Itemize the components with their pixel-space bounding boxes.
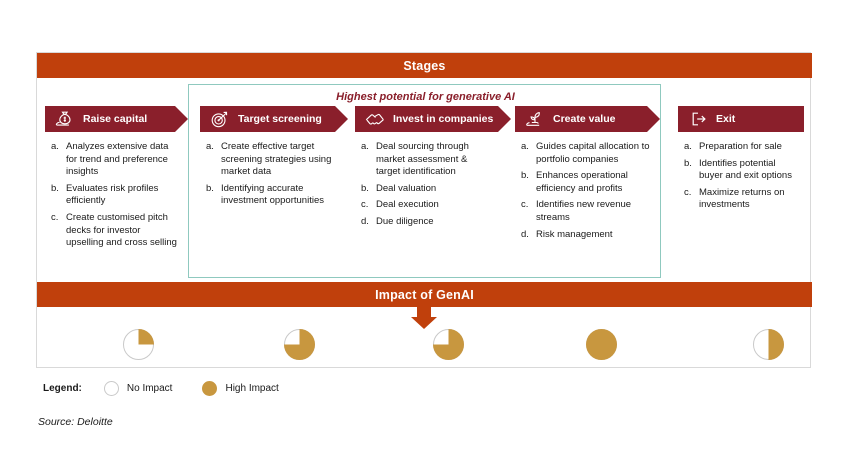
list-text: Deal valuation (376, 182, 437, 194)
stage-label: Invest in companies (393, 113, 494, 125)
list-marker: a. (521, 141, 529, 152)
impact-pie-row (37, 329, 812, 369)
high-impact-swatch (202, 381, 218, 396)
list-marker: a. (684, 141, 692, 152)
legend-item-no-impact: No Impact (103, 381, 173, 396)
stage-points-target-screening: a. Create effective target screening stra… (200, 141, 343, 208)
stages-banner-label: Stages (403, 58, 446, 73)
legend: Legend: No Impact High Impact (43, 381, 309, 396)
list-item: b. Enhances operational efficiency and pr… (521, 170, 650, 195)
stages-row: Raise capital a. Analyzes extensive data … (37, 106, 812, 282)
stage-exit: Exit a. Preparation for sale b. Identifies… (659, 106, 809, 282)
legend-label: No Impact (126, 383, 173, 394)
list-marker: b. (51, 182, 59, 194)
list-item: c. Maximize returns on investments (684, 187, 800, 212)
list-item: b. Identifying accurate investment opport… (206, 183, 334, 208)
stage-header-exit[interactable]: Exit (678, 106, 804, 132)
list-marker: c. (684, 186, 692, 198)
stage-target-screening: Target screening a. Create effective targ… (188, 106, 348, 282)
stage-points-create-value: a. Guides capital allocation to portfolio… (515, 141, 659, 241)
no-impact-swatch (103, 381, 119, 396)
list-text: Guides capital allocation to portfolio c… (536, 141, 650, 165)
list-text: Identifies potential buyer and exit opti… (699, 157, 792, 182)
stage-invest-in-companies: Invest in companies a. Deal sourcing thro… (343, 106, 511, 282)
list-marker: c. (51, 211, 59, 223)
impact-pie-target-screening (283, 329, 315, 360)
target-dart-icon (209, 109, 231, 129)
list-marker: a. (51, 141, 59, 152)
stage-header-invest-in-companies[interactable]: Invest in companies (355, 106, 511, 132)
impact-pie-raise-capital (122, 329, 154, 360)
plant-in-hand-icon (524, 109, 546, 129)
list-item: c. Create customised pitch decks for inve… (51, 212, 179, 250)
stage-points-exit: a. Preparation for sale b. Identifies pote… (678, 141, 809, 212)
list-item: c. Identifies new revenue streams (521, 199, 650, 224)
list-marker: b. (206, 182, 214, 194)
stage-points-invest-in-companies: a. Deal sourcing through market assessmen… (355, 141, 503, 229)
stage-label: Raise capital (83, 113, 148, 125)
list-text: Deal sourcing through market assessment … (376, 141, 469, 178)
stages-banner: Stages (37, 53, 812, 78)
list-item: d. Due diligence (361, 216, 494, 229)
list-item: c. Deal execution (361, 199, 494, 212)
list-text: Deal execution (376, 199, 439, 211)
legend-item-high-impact: High Impact (202, 381, 279, 396)
list-text: Maximize returns on investments (699, 186, 785, 211)
list-text: Enhances operational efficiency and prof… (536, 170, 628, 194)
stage-label: Target screening (238, 113, 322, 125)
list-item: a. Analyzes extensive data for trend and … (51, 141, 179, 179)
list-marker: c. (361, 199, 369, 211)
list-text: Create customised pitch decks for invest… (66, 211, 177, 249)
stage-label: Exit (716, 113, 736, 125)
legend-label: High Impact (225, 383, 279, 394)
impact-pie-invest-in-companies (432, 329, 464, 360)
list-item: b. Deal valuation (361, 183, 494, 196)
list-text: Risk management (536, 228, 613, 240)
list-item: d. Risk management (521, 229, 650, 242)
list-marker: b. (521, 170, 529, 182)
stage-label: Create value (553, 113, 616, 125)
stage-header-target-screening[interactable]: Target screening (200, 106, 348, 132)
stage-header-create-value[interactable]: Create value (515, 106, 660, 132)
money-bag-hand-icon (54, 109, 76, 129)
list-marker: b. (684, 157, 692, 169)
stage-header-raise-capital[interactable]: Raise capital (45, 106, 188, 132)
stage-raise-capital: Raise capital a. Analyzes extensive data … (37, 106, 188, 282)
list-text: Create effective target screening strate… (221, 141, 332, 178)
legend-title: Legend: (43, 383, 82, 394)
list-marker: b. (361, 182, 369, 194)
impact-pie-create-value (585, 329, 617, 360)
list-text: Identifies new revenue streams (536, 199, 632, 223)
list-text: Analyzes extensive data for trend and pr… (66, 141, 169, 178)
list-marker: d. (521, 228, 529, 240)
impact-banner: Impact of GenAI (37, 282, 812, 307)
list-text: Due diligence (376, 215, 434, 227)
list-marker: a. (206, 141, 214, 152)
highest-potential-label: Highest potential for generative AI (336, 91, 515, 103)
list-marker: a. (361, 141, 369, 152)
stage-points-raise-capital: a. Analyzes extensive data for trend and … (45, 141, 188, 250)
impact-pie-exit (752, 329, 784, 360)
list-item: a. Preparation for sale (684, 141, 800, 154)
impact-banner-label: Impact of GenAI (375, 287, 474, 302)
list-marker: d. (361, 215, 369, 227)
list-item: a. Guides capital allocation to portfolio… (521, 141, 650, 166)
list-text: Evaluates risk profiles efficiently (66, 182, 159, 207)
list-text: Identifying accurate investment opportun… (221, 182, 324, 207)
list-marker: c. (521, 199, 529, 211)
handshake-icon (364, 109, 386, 129)
stages-card: Stages Highest potential for generative … (36, 52, 812, 369)
list-text: Preparation for sale (699, 141, 782, 152)
exit-door-arrow-icon (687, 109, 709, 129)
list-item: a. Create effective target screening stra… (206, 141, 334, 179)
list-item: b. Identifies potential buyer and exit op… (684, 158, 800, 183)
list-item: b. Evaluates risk profiles efficiently (51, 183, 179, 208)
source-note: Source: Deloitte (38, 416, 113, 428)
list-item: a. Deal sourcing through market assessmen… (361, 141, 494, 179)
stage-create-value: Create value a. Guides capital allocation… (503, 106, 660, 282)
